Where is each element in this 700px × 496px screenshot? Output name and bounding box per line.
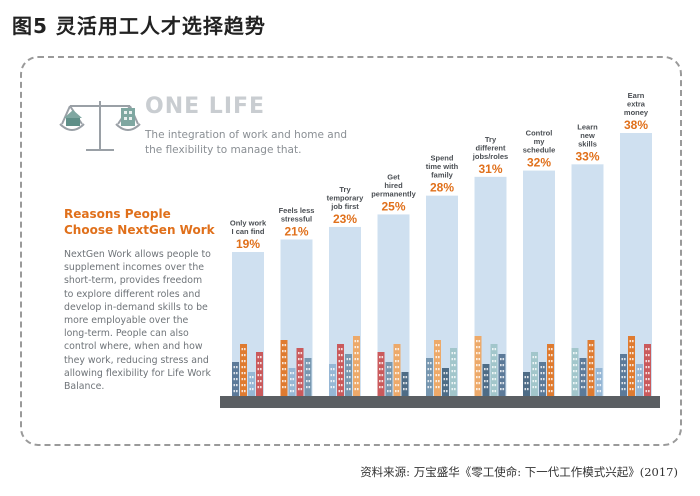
category-label: extra [627, 100, 646, 109]
category-label: skills [578, 139, 597, 148]
category-label: new [580, 131, 595, 140]
category-label: family [431, 171, 454, 180]
house-icon [64, 110, 82, 126]
category-label: permanently [371, 189, 416, 198]
category-label: schedule [523, 146, 556, 155]
reasons-body: NextGen Work allows people to supplement… [64, 249, 211, 393]
value-label: 31% [478, 162, 502, 176]
ground-strip [220, 396, 660, 408]
bar-illustration [280, 340, 312, 396]
one-life-subtitle: The integration of work and home and the… [145, 129, 348, 156]
value-label: 21% [284, 224, 308, 238]
category-label: Control [526, 129, 553, 138]
category-label: Try [339, 185, 351, 194]
source-note: 资料来源: 万宝盛华《零工使命: 下一代工作模式兴起》(2017) [360, 465, 678, 479]
value-label: 25% [381, 199, 405, 213]
category-label: Learn [577, 122, 598, 131]
office-building-icon [121, 108, 135, 126]
value-label: 19% [236, 237, 260, 251]
category-label: stressful [281, 214, 312, 223]
bar-illustration [426, 340, 457, 396]
bar-illustration [571, 340, 603, 396]
bar-illustration [232, 344, 263, 396]
category-label: time with [426, 162, 459, 171]
category-label: job first [330, 202, 359, 211]
category-label: jobs/roles [472, 152, 508, 161]
reasons-title: Reasons People Choose NextGen Work [64, 207, 215, 237]
bar-illustration [329, 336, 360, 396]
category-label: Only work [230, 219, 267, 228]
bar-illustration [377, 344, 409, 396]
category-label: Try [485, 135, 497, 144]
category-label: Feels less [279, 206, 315, 215]
value-label: 23% [333, 212, 357, 226]
category-label: temporary [327, 193, 365, 202]
value-label: 38% [624, 118, 648, 132]
bar-illustration [620, 336, 651, 396]
category-label: I can find [232, 227, 265, 236]
value-label: 32% [527, 156, 551, 170]
bar-illustration [474, 336, 506, 396]
bar-illustration [523, 344, 554, 396]
infographic-frame [20, 56, 682, 446]
value-label: 33% [575, 149, 599, 163]
category-label: different [476, 143, 507, 152]
category-label: my [534, 137, 546, 146]
category-label: Earn [628, 91, 645, 100]
category-label: Spend [431, 154, 454, 163]
figure-title: 图5 灵活用工人才选择趋势 [12, 14, 266, 38]
value-label: 28% [430, 181, 454, 195]
category-label: Get [387, 172, 400, 181]
one-life-heading: ONE LIFE [145, 94, 266, 119]
category-label: hired [384, 181, 403, 190]
category-label: money [624, 108, 649, 117]
